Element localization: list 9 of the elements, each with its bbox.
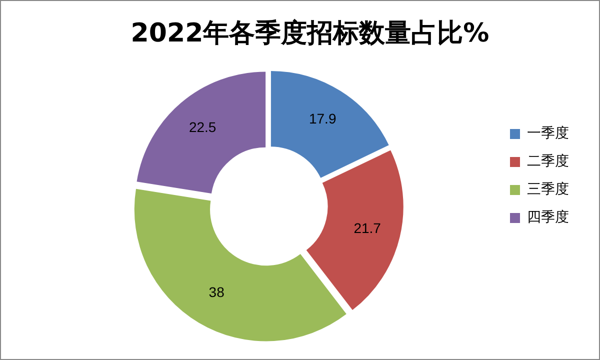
data-label: 21.7 (354, 220, 382, 236)
legend-label: 二季度 (527, 154, 569, 170)
legend-label: 四季度 (527, 210, 569, 226)
data-label: 38 (208, 284, 225, 300)
legend-label: 一季度 (527, 126, 569, 142)
data-label: 17.9 (308, 110, 336, 126)
chart-title: 2022年各季度招标数量占比% (130, 18, 490, 48)
data-label: 22.5 (188, 119, 216, 136)
legend-label: 三季度 (527, 182, 569, 198)
